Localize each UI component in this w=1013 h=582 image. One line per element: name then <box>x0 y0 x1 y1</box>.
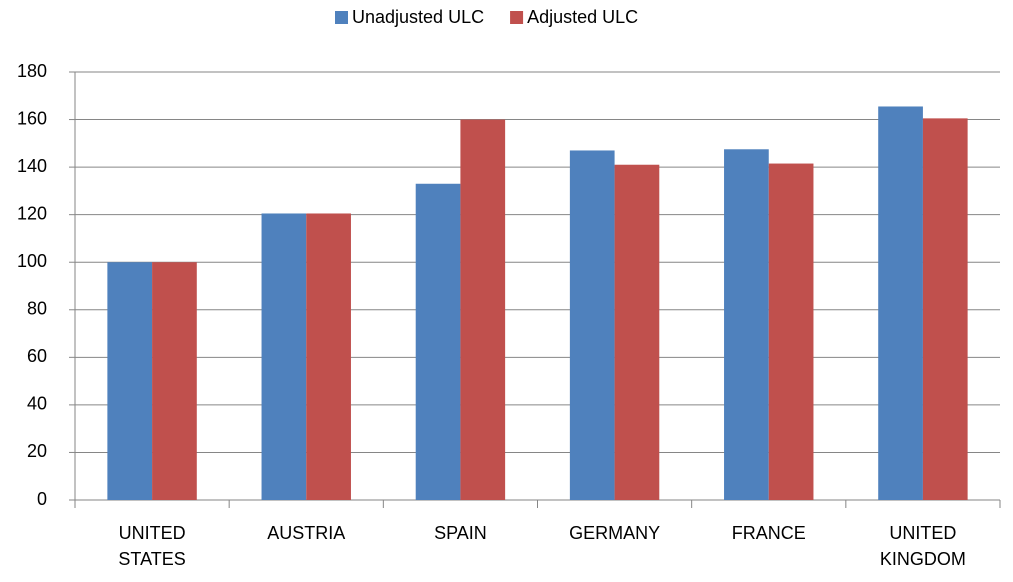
bar <box>107 262 153 500</box>
bar <box>261 213 307 500</box>
y-tick-label: 0 <box>37 489 47 509</box>
y-tick-label: 120 <box>17 203 47 223</box>
x-tick-label: SPAIN <box>434 523 487 543</box>
x-tick-label: FRANCE <box>731 523 806 543</box>
legend-label: Adjusted ULC <box>527 7 638 27</box>
y-tick-label: 180 <box>17 61 47 81</box>
legend-label: Unadjusted ULC <box>352 7 484 27</box>
bar <box>569 150 615 500</box>
bar <box>614 164 660 500</box>
y-tick-label: 160 <box>17 108 47 128</box>
x-tick-label: UNITED STATES <box>118 523 186 569</box>
bar <box>152 262 197 500</box>
y-tick-label: 80 <box>27 299 47 319</box>
x-tick-label: GERMANY <box>569 523 661 543</box>
legend-swatch <box>510 11 524 24</box>
y-tick-label: 100 <box>17 251 47 271</box>
y-tick-label: 140 <box>17 156 47 176</box>
y-tick-label: 40 <box>27 394 47 414</box>
x-tick-label: AUSTRIA <box>267 523 346 543</box>
bar <box>415 183 461 500</box>
x-tick-label: UNITED KINGDOM <box>879 523 966 569</box>
y-tick-label: 60 <box>27 346 47 366</box>
bar <box>878 106 923 500</box>
bar <box>922 118 968 500</box>
legend-swatch <box>335 11 348 24</box>
y-tick-label: 20 <box>27 441 47 461</box>
bar <box>306 213 351 500</box>
bar <box>768 163 814 501</box>
bar <box>724 149 769 500</box>
bar <box>460 119 506 501</box>
